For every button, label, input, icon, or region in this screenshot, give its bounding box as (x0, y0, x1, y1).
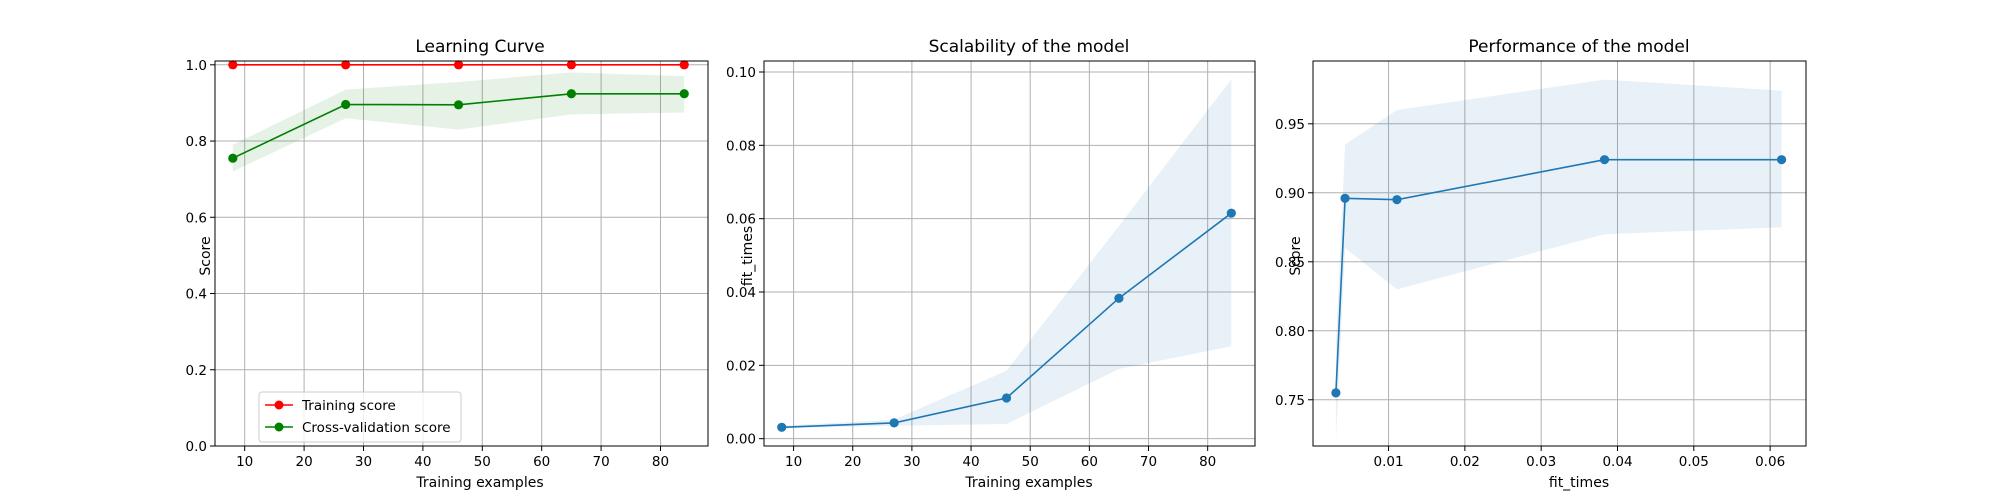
x-tick-label: 50 (1022, 454, 1039, 470)
x-tick-label: 30 (903, 454, 920, 470)
data-point (341, 99, 351, 110)
y-tick-label: 1.0 (186, 58, 207, 74)
chart-title: Scalability of the model (929, 37, 1130, 57)
plot-area (215, 61, 708, 446)
y-tick-label: 0.10 (726, 65, 756, 81)
y-tick-label: 0.4 (186, 287, 207, 303)
x-tick-label: 0.06 (1755, 454, 1785, 470)
x-tick-label: 60 (1081, 454, 1098, 470)
data-point (1114, 293, 1124, 303)
x-tick-label: 40 (962, 454, 979, 470)
data-point (1001, 393, 1012, 403)
x-tick-label: 0.05 (1679, 454, 1709, 470)
x-tick-label: 0.04 (1602, 454, 1632, 470)
y-tick-label: 0.06 (726, 212, 756, 228)
performance-panel: 0.01 0.02 0.03 0.04 0.05 0.06 0.75 0.80 0.85 0.90… (1275, 37, 1807, 491)
y-tick-label: 0.95 (1275, 117, 1305, 133)
legend-box (258, 391, 462, 443)
y-axis-label: Score (198, 236, 214, 275)
y-axis-label: Score (1288, 236, 1304, 275)
chart-title: Performance of the model (1468, 37, 1689, 57)
legend: Training score Cross-validation score (258, 391, 462, 443)
x-tick-label: 50 (474, 454, 491, 470)
y-tick-label: 0.02 (726, 358, 756, 374)
data-point (1340, 193, 1350, 203)
std-band (1335, 79, 1782, 442)
data-point (1599, 155, 1610, 165)
std-band (781, 79, 1232, 429)
x-tick-label: 20 (296, 454, 313, 470)
data-point (1392, 195, 1402, 205)
y-tick-label: 0.90 (1275, 186, 1305, 202)
x-tick-label: 80 (652, 454, 669, 470)
legend-label-training: Training score (301, 398, 396, 414)
x-tick-label: 60 (533, 454, 550, 470)
data-point (1776, 155, 1787, 165)
data-point (566, 60, 576, 70)
legend-marker-cross-validation (274, 422, 284, 432)
x-tick-label: 20 (844, 454, 861, 470)
data-point (228, 60, 238, 70)
y-tick-label: 0.8 (186, 134, 207, 150)
x-tick-label: 80 (1199, 454, 1216, 470)
x-tick-label: 10 (785, 454, 802, 470)
data-point (679, 89, 689, 99)
y-tick-label: 0.75 (1275, 393, 1305, 409)
legend-marker-training (274, 400, 284, 410)
data-point (679, 60, 689, 70)
y-tick-label: 0.80 (1275, 324, 1305, 340)
axes-frame (214, 60, 709, 447)
data-point (228, 153, 238, 163)
chart-title: Learning Curve (415, 37, 544, 57)
data-point (453, 100, 464, 110)
data-point (1331, 388, 1341, 398)
x-tick-label: 70 (1140, 454, 1157, 470)
x-tick-label: 0.01 (1374, 454, 1404, 470)
plot-area (1313, 61, 1806, 446)
x-axis-label: Training examples (415, 475, 543, 491)
data-point (453, 60, 464, 70)
y-tick-label: 0.85 (1275, 255, 1305, 271)
data-point (889, 418, 899, 428)
scalability-panel: 10 20 30 40 50 60 70 80 0.00 0.02 0.04 0.06 0.08 0.10… (726, 37, 1256, 491)
y-tick-label: 0.0 (186, 439, 207, 455)
data-point (1226, 208, 1236, 218)
x-axis-label: Training examples (964, 475, 1092, 491)
x-tick-label: 0.02 (1450, 454, 1480, 470)
x-tick-label: 10 (236, 454, 253, 470)
data-point (341, 60, 351, 70)
learning-curve-panel: 10 20 30 40 50 60 70 80 0.0 0.2 0.4 0.6 0.8 1.0 Learn… (186, 37, 709, 491)
axes-frame (1312, 60, 1807, 447)
data-point (566, 89, 576, 99)
data-point (777, 422, 787, 432)
y-tick-label: 0.2 (186, 363, 207, 379)
y-axis-label: fit_times (740, 226, 756, 286)
y-tick-label: 0.00 (726, 432, 756, 448)
x-tick-label: 70 (592, 454, 609, 470)
x-tick-label: 40 (414, 454, 431, 470)
y-tick-label: 0.6 (186, 210, 207, 226)
x-axis-label: fit_times (1549, 475, 1609, 491)
plot-area (764, 61, 1255, 446)
axes-frame (763, 60, 1256, 447)
x-tick-label: 0.03 (1526, 454, 1556, 470)
x-tick-label: 30 (355, 454, 372, 470)
y-tick-label: 0.04 (726, 285, 756, 301)
y-tick-label: 0.08 (726, 138, 756, 154)
legend-label-cross-validation: Cross-validation score (302, 420, 451, 436)
